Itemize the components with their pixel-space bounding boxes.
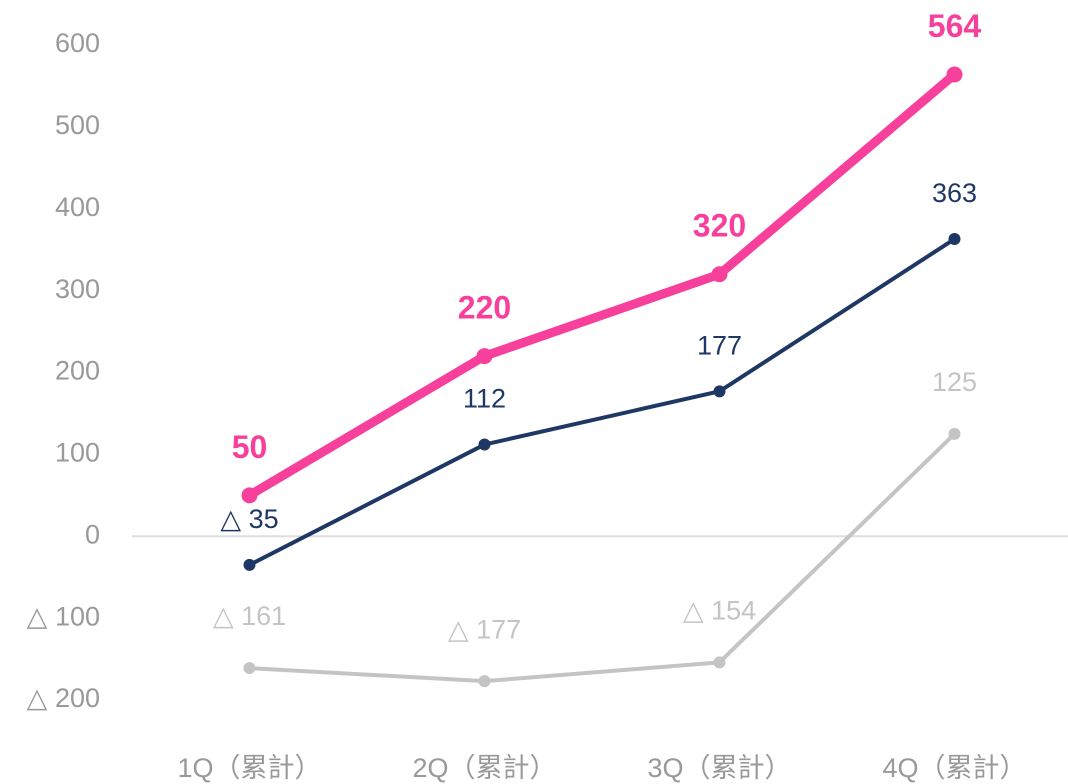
point: [478, 438, 491, 451]
data-label: 112: [463, 384, 506, 414]
y-tick-label: △ 200: [27, 683, 100, 713]
data-label: 220: [458, 290, 511, 326]
y-tick-label: 400: [55, 192, 100, 222]
point: [478, 675, 491, 688]
point: [948, 427, 961, 440]
y-tick-label: 200: [55, 356, 100, 386]
point: [713, 656, 726, 669]
data-label: 363: [932, 178, 977, 208]
data-label: 177: [697, 330, 742, 360]
data-label: △ 161: [213, 601, 286, 631]
point: [946, 66, 963, 83]
data-label: △ 35: [220, 504, 278, 534]
y-tick-label: 300: [55, 274, 100, 304]
y-tick-label: 600: [55, 28, 100, 58]
line: [247, 71, 958, 500]
y-tick-label: 100: [55, 438, 100, 468]
x-tick-label: 4Q（累計）: [882, 753, 1026, 783]
line: [249, 432, 956, 684]
point: [241, 487, 258, 504]
line: [248, 237, 956, 567]
data-label: △ 177: [448, 614, 521, 644]
x-tick-label: 1Q（累計）: [177, 753, 321, 783]
data-label: 50: [232, 429, 268, 465]
y-tick-label: △ 100: [27, 601, 100, 631]
point: [243, 558, 256, 571]
point: [711, 266, 728, 283]
data-label: 564: [928, 8, 982, 44]
point: [476, 348, 493, 365]
data-label: 320: [693, 208, 746, 244]
point: [243, 662, 256, 675]
point: [948, 233, 961, 246]
y-tick-label: 500: [55, 110, 100, 140]
x-tick-label: 3Q（累計）: [647, 753, 791, 783]
data-label: △ 154: [683, 595, 756, 625]
x-tick-label: 2Q（累計）: [412, 753, 556, 783]
y-tick-label: 0: [85, 519, 100, 549]
point: [713, 385, 726, 398]
data-label: 125: [932, 367, 977, 397]
